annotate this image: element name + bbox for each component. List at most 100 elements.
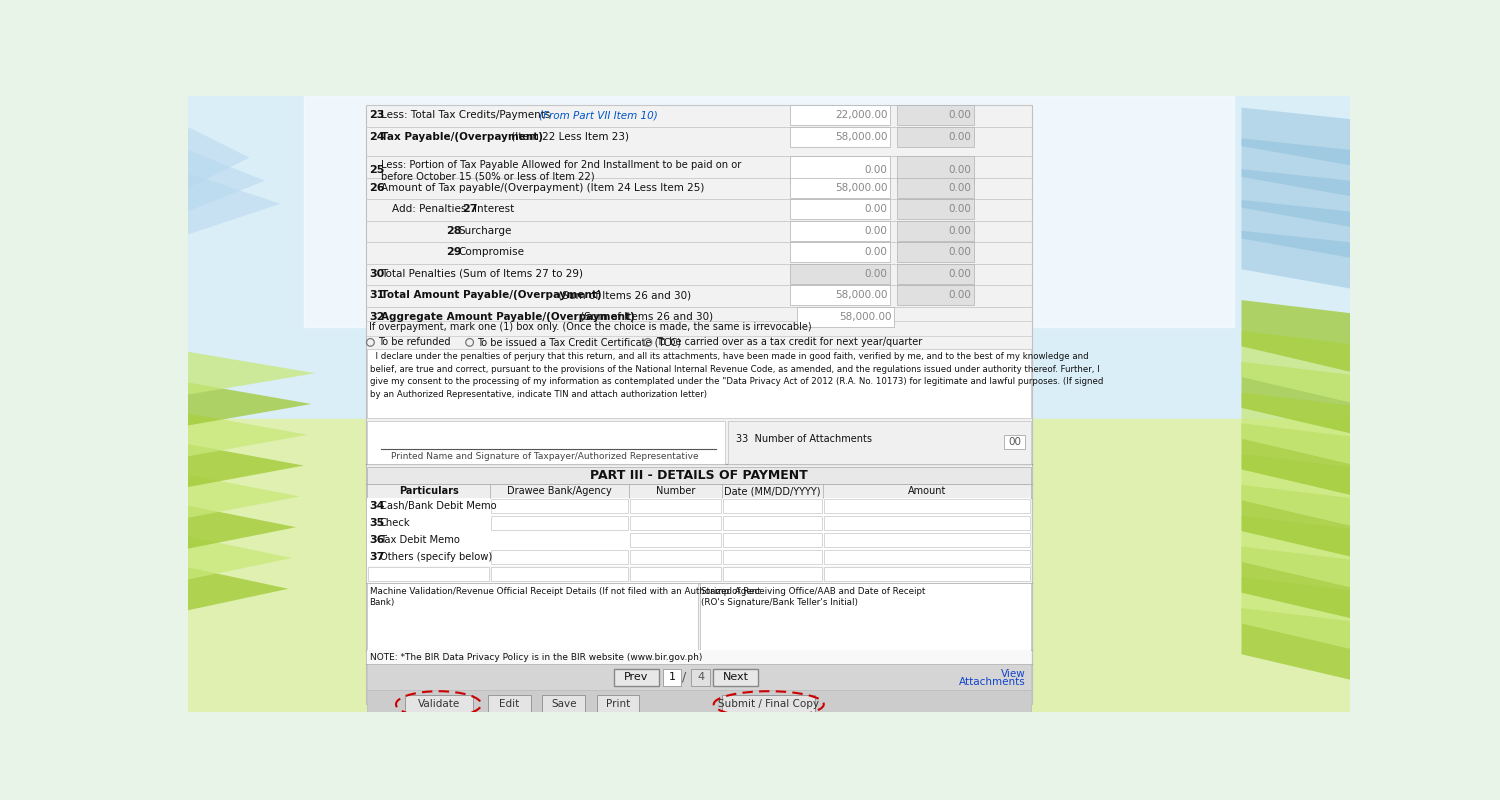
Text: 0.00: 0.00 — [864, 269, 888, 279]
Bar — [630, 534, 722, 547]
Bar — [490, 567, 628, 581]
Text: To be refunded: To be refunded — [378, 338, 450, 347]
Bar — [614, 669, 658, 686]
Text: 0.00: 0.00 — [948, 269, 970, 279]
Text: 0.00: 0.00 — [864, 204, 888, 214]
Text: Surcharge: Surcharge — [459, 226, 512, 236]
Text: 22,000.00: 22,000.00 — [836, 110, 888, 120]
Bar — [897, 106, 974, 126]
Polygon shape — [1242, 200, 1350, 258]
Text: Next: Next — [723, 672, 748, 682]
Text: 0.00: 0.00 — [948, 290, 970, 301]
Text: 0.00: 0.00 — [948, 182, 970, 193]
Bar — [488, 695, 531, 714]
Text: Edit: Edit — [500, 699, 519, 710]
Bar — [729, 421, 1030, 464]
Polygon shape — [1242, 107, 1350, 166]
Polygon shape — [1242, 578, 1350, 649]
Text: 0.00: 0.00 — [948, 165, 970, 175]
Text: Date (MM/DD/YYYY): Date (MM/DD/YYYY) — [724, 486, 821, 496]
Text: Compromise: Compromise — [459, 247, 525, 258]
Text: 35: 35 — [369, 518, 386, 528]
Text: /: / — [682, 671, 687, 684]
Bar — [630, 550, 722, 564]
Text: Print: Print — [606, 699, 630, 710]
Polygon shape — [1242, 169, 1350, 227]
Text: Attachments: Attachments — [960, 677, 1026, 687]
Polygon shape — [1242, 138, 1350, 196]
Bar — [789, 286, 891, 306]
Text: 28: 28 — [447, 226, 462, 236]
Text: Check: Check — [380, 518, 411, 528]
Text: 58,000.00: 58,000.00 — [836, 290, 888, 301]
Text: Interest: Interest — [474, 204, 514, 214]
Polygon shape — [188, 444, 303, 487]
Bar — [723, 534, 822, 547]
Text: Others (specify below): Others (specify below) — [380, 552, 492, 562]
Text: Tax Debit Memo: Tax Debit Memo — [380, 535, 459, 546]
Bar — [824, 534, 1031, 547]
Bar — [368, 467, 1030, 484]
Text: 0.00: 0.00 — [864, 247, 888, 258]
Polygon shape — [1242, 362, 1350, 434]
Polygon shape — [188, 537, 292, 579]
Bar — [1004, 434, 1026, 449]
Polygon shape — [188, 506, 296, 549]
Text: 34: 34 — [369, 502, 386, 511]
Polygon shape — [188, 173, 280, 234]
Bar — [368, 532, 1030, 549]
Polygon shape — [188, 382, 312, 426]
Bar — [789, 221, 891, 241]
Text: 0.00: 0.00 — [864, 165, 888, 175]
Text: 00: 00 — [1008, 437, 1022, 446]
Polygon shape — [1242, 454, 1350, 526]
Text: 58,000.00: 58,000.00 — [836, 182, 888, 193]
Polygon shape — [188, 126, 249, 188]
Bar — [789, 264, 891, 284]
Text: (Sum of Items 26 and 30): (Sum of Items 26 and 30) — [555, 290, 692, 301]
Text: 58,000.00: 58,000.00 — [836, 132, 888, 142]
Bar — [368, 650, 1030, 664]
Text: 0.00: 0.00 — [948, 247, 970, 258]
Bar — [897, 221, 974, 241]
Text: 0.00: 0.00 — [948, 226, 970, 236]
Text: Particulars: Particulars — [399, 486, 459, 496]
Bar — [723, 517, 822, 530]
Bar — [897, 286, 974, 306]
Text: 33  Number of Attachments: 33 Number of Attachments — [736, 434, 872, 444]
Bar — [663, 669, 681, 686]
Text: Tax Payable/(Overpayment): Tax Payable/(Overpayment) — [381, 132, 543, 142]
Bar — [824, 567, 1031, 581]
Text: 24: 24 — [369, 132, 384, 142]
Text: Printed Name and Signature of Taxpayer/Authorized Representative: Printed Name and Signature of Taxpayer/A… — [392, 452, 699, 461]
Bar — [630, 499, 722, 514]
Polygon shape — [188, 567, 288, 610]
Text: 32: 32 — [369, 312, 384, 322]
Bar — [188, 419, 1350, 712]
Bar — [366, 106, 1032, 704]
Text: PART III - DETAILS OF PAYMENT: PART III - DETAILS OF PAYMENT — [590, 469, 808, 482]
Bar — [712, 669, 758, 686]
Bar — [368, 664, 1030, 690]
Text: Amount: Amount — [908, 486, 946, 496]
Text: 0.00: 0.00 — [864, 226, 888, 236]
Text: 4: 4 — [698, 672, 703, 682]
Bar — [798, 307, 894, 327]
Text: 26: 26 — [369, 182, 384, 193]
Bar — [789, 199, 891, 219]
Text: Cash/Bank Debit Memo: Cash/Bank Debit Memo — [380, 502, 496, 511]
Text: 30: 30 — [369, 269, 384, 279]
Text: Drawee Bank/Agency: Drawee Bank/Agency — [507, 486, 612, 496]
Polygon shape — [1242, 423, 1350, 495]
Text: Validate: Validate — [417, 699, 459, 710]
Bar — [897, 199, 974, 219]
Bar — [789, 242, 891, 262]
Text: Number: Number — [656, 486, 696, 496]
Bar — [824, 499, 1031, 514]
Bar — [368, 690, 1030, 718]
Bar — [490, 517, 628, 530]
Bar — [368, 498, 1030, 515]
Bar — [368, 515, 1030, 532]
Text: Aggregate Amount Payable/(Overpayment): Aggregate Amount Payable/(Overpayment) — [381, 312, 634, 322]
Text: Total Penalties (Sum of Items 27 to 29): Total Penalties (Sum of Items 27 to 29) — [381, 269, 584, 279]
